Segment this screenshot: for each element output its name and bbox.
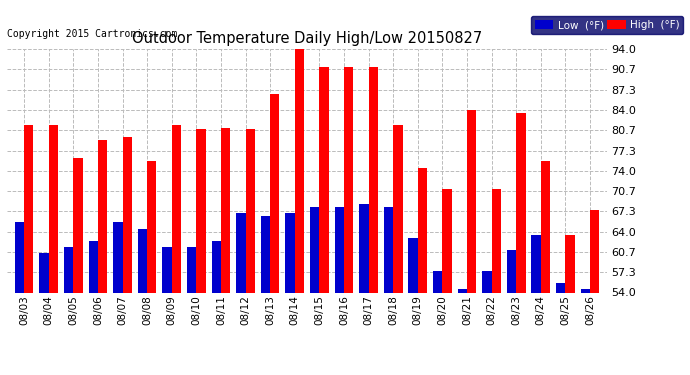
Bar — [236, 213, 246, 292]
Title: Outdoor Temperature Daily High/Low 20150827: Outdoor Temperature Daily High/Low 20150… — [132, 31, 482, 46]
Bar — [270, 94, 279, 292]
Bar — [467, 110, 476, 292]
Bar — [319, 67, 328, 292]
Bar — [368, 67, 378, 292]
Bar — [442, 189, 452, 292]
Bar — [384, 207, 393, 292]
Bar — [580, 290, 590, 292]
Bar — [212, 241, 221, 292]
Bar — [73, 158, 83, 292]
Bar — [221, 128, 230, 292]
Bar — [565, 235, 575, 292]
Bar — [24, 125, 34, 292]
Bar — [590, 210, 600, 292]
Bar — [335, 207, 344, 292]
Bar — [39, 253, 49, 292]
Bar — [310, 207, 319, 292]
Bar — [138, 228, 147, 292]
Legend: Low  (°F), High  (°F): Low (°F), High (°F) — [531, 16, 683, 34]
Bar — [393, 125, 402, 292]
Bar — [359, 204, 368, 292]
Bar — [113, 222, 123, 292]
Bar — [162, 247, 172, 292]
Bar — [516, 113, 526, 292]
Bar — [49, 125, 58, 292]
Bar — [123, 137, 132, 292]
Bar — [344, 67, 353, 292]
Bar — [408, 238, 417, 292]
Bar — [286, 213, 295, 292]
Bar — [433, 271, 442, 292]
Bar — [295, 49, 304, 292]
Bar — [98, 140, 107, 292]
Bar — [187, 247, 197, 292]
Bar — [261, 216, 270, 292]
Bar — [64, 247, 73, 292]
Bar — [246, 129, 255, 292]
Bar — [457, 290, 467, 292]
Bar — [541, 162, 550, 292]
Text: Copyright 2015 Cartronics.com: Copyright 2015 Cartronics.com — [7, 29, 177, 39]
Bar — [417, 168, 427, 292]
Bar — [14, 222, 24, 292]
Bar — [147, 162, 157, 292]
Bar — [531, 235, 541, 292]
Bar — [482, 271, 491, 292]
Bar — [88, 241, 98, 292]
Bar — [172, 125, 181, 292]
Bar — [197, 129, 206, 292]
Bar — [556, 284, 565, 292]
Bar — [491, 189, 501, 292]
Bar — [507, 250, 516, 292]
